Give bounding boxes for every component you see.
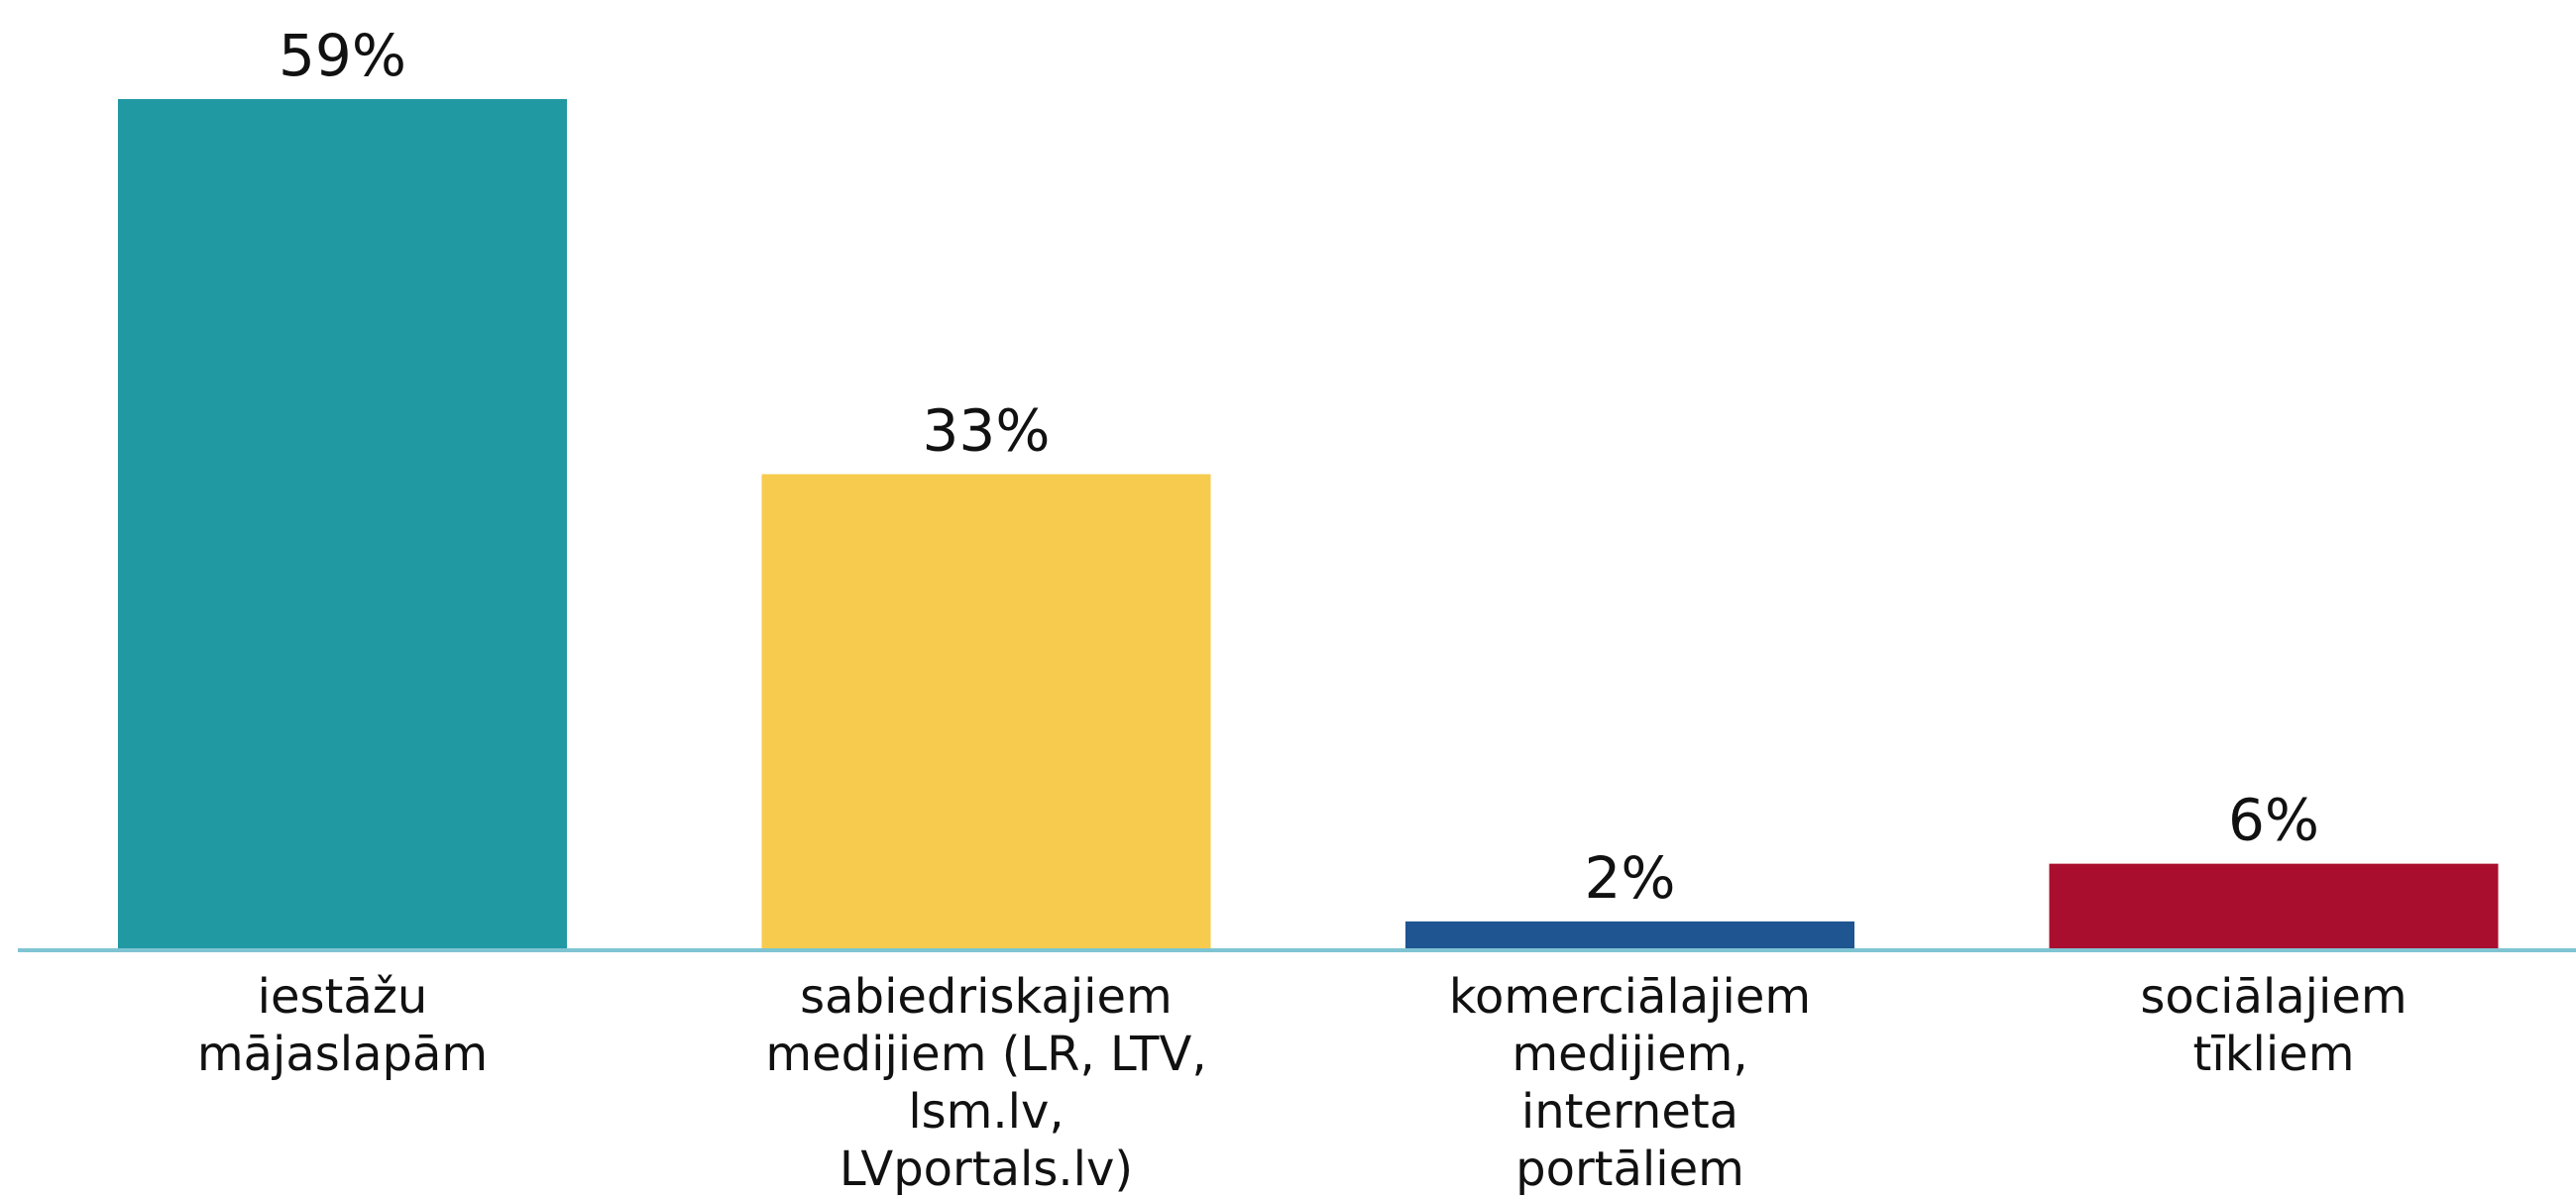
category-label: sabiedriskajiem medijiem (LR, LTV, lsm.l… [765,969,1207,1197]
bar [118,99,567,950]
category-label: sociālajiem tīkliem [2140,969,2408,1082]
bar [761,474,1211,950]
value-label: 33% [923,397,1051,465]
bar [1405,921,1854,950]
category-label: komerciālajiem medijiem, interneta portā… [1448,969,1812,1197]
value-label: 59% [279,22,406,89]
bar [2049,863,2499,950]
category-label: iestāžu mājaslapām [196,969,489,1082]
value-label: 6% [2228,787,2319,854]
value-label: 2% [1584,844,1675,912]
